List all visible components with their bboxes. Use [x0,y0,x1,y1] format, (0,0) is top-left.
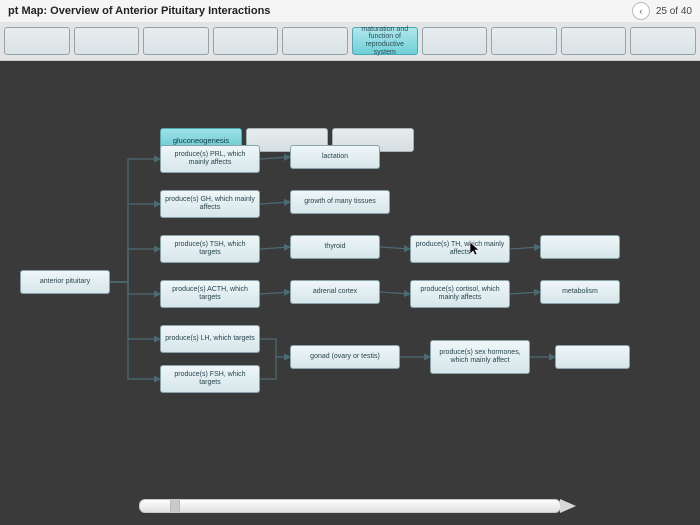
concept-map-canvas[interactable]: gluconeogenesis anterior pituitaryproduc… [0,60,700,487]
bank-slot-4[interactable] [282,27,348,55]
node-lh[interactable]: produce(s) LH, which targets [160,325,260,353]
bank-slot-2[interactable] [143,27,209,55]
node-gh[interactable]: produce(s) GH, which mainly affects [160,190,260,218]
bank-slot-5[interactable]: maturation and function of reproductive … [352,27,418,55]
bank-slot-6[interactable] [422,27,488,55]
title-bar: pt Map: Overview of Anterior Pituitary I… [0,0,700,22]
bank-slot-7[interactable] [491,27,557,55]
node-sexh[interactable]: produce(s) sex hormones, which mainly af… [430,340,530,374]
answer-bank: maturation and function of reproductive … [0,22,700,61]
page-title: pt Map: Overview of Anterior Pituitary I… [8,5,270,17]
bank-slot-8[interactable] [561,27,627,55]
page-counter: 25 of 40 [656,6,692,17]
node-sexblank[interactable] [555,345,630,369]
node-thblank[interactable] [540,235,620,259]
apple-pencil [0,487,700,525]
node-gonad[interactable]: gonad (ovary or testis) [290,345,400,369]
bank-slot-1[interactable] [74,27,140,55]
bank-slot-9[interactable] [630,27,696,55]
bank-slot-0[interactable] [4,27,70,55]
node-th[interactable]: produce(s) TH, which mainly affects [410,235,510,263]
node-lact[interactable]: lactation [290,145,380,169]
node-fsh[interactable]: produce(s) FSH, which targets [160,365,260,393]
node-tsh[interactable]: produce(s) TSH, which targets [160,235,260,263]
node-thyroid[interactable]: thyroid [290,235,380,259]
node-growth[interactable]: growth of many tissues [290,190,390,214]
node-prl[interactable]: produce(s) PRL, which mainly affects [160,145,260,173]
node-cort[interactable]: produce(s) cortisol, which mainly affect… [410,280,510,308]
node-adrenal[interactable]: adrenal cortex [290,280,380,304]
node-metab[interactable]: metabolism [540,280,620,304]
prev-page-button[interactable]: ‹ [632,2,650,20]
bank-slot-3[interactable] [213,27,279,55]
node-root[interactable]: anterior pituitary [20,270,110,294]
node-acth[interactable]: produce(s) ACTH, which targets [160,280,260,308]
